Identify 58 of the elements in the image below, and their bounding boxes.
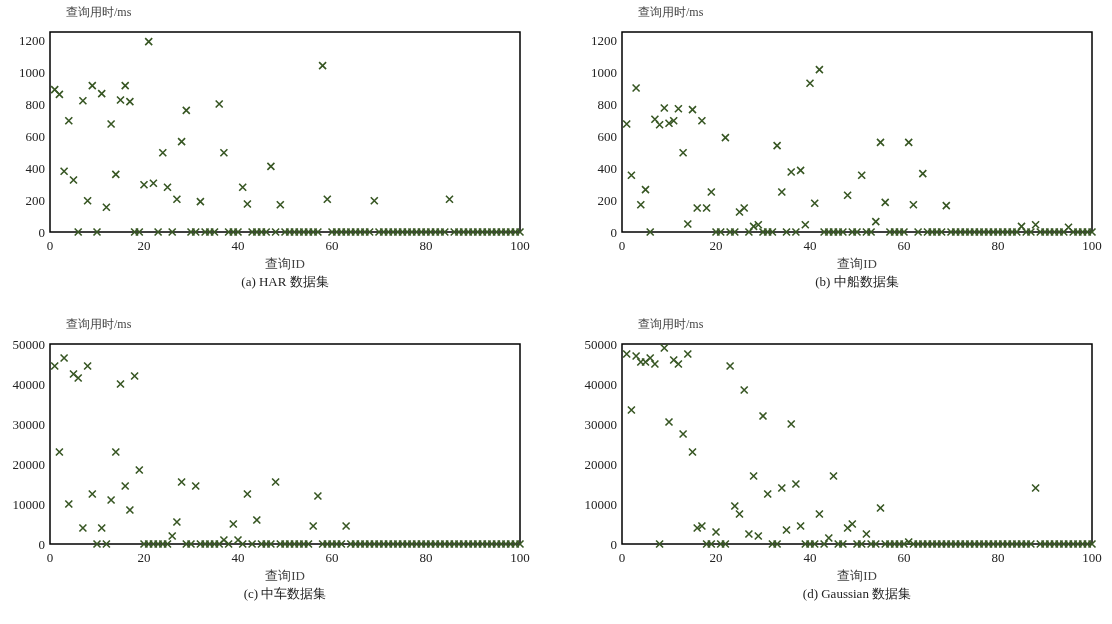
x-tick-label: 80 bbox=[991, 550, 1005, 565]
y-tick-label: 1200 bbox=[591, 32, 617, 48]
y-axis-title: 查询用时/ms bbox=[66, 317, 132, 331]
y-tick-label: 0 bbox=[38, 536, 45, 552]
y-tick-label: 0 bbox=[38, 224, 45, 240]
x-axis-title: 查询ID bbox=[265, 568, 305, 583]
x-tick-label: 100 bbox=[1082, 238, 1102, 253]
y-tick-label: 800 bbox=[597, 96, 617, 112]
x-axis-title: 查询ID bbox=[837, 568, 877, 583]
y-tick-label: 40000 bbox=[584, 376, 617, 392]
x-tick-label: 60 bbox=[897, 550, 911, 565]
x-tick-label: 40 bbox=[231, 238, 245, 253]
y-tick-label: 1000 bbox=[19, 64, 45, 80]
y-tick-label: 30000 bbox=[12, 416, 45, 432]
y-axis-title: 查询用时/ms bbox=[66, 5, 132, 19]
y-tick-label: 30000 bbox=[584, 416, 617, 432]
y-tick-label: 50000 bbox=[12, 336, 45, 352]
x-tick-label: 60 bbox=[325, 238, 339, 253]
text: (b) 中船数据集 bbox=[815, 274, 899, 289]
x-tick-label: 80 bbox=[991, 238, 1005, 253]
x-tick-label: 60 bbox=[897, 238, 911, 253]
x-tick-label: 80 bbox=[419, 238, 433, 253]
y-tick-label: 20000 bbox=[584, 456, 617, 472]
text: (d) Gaussian 数据集 bbox=[802, 586, 912, 601]
y-tick-label: 400 bbox=[597, 160, 617, 176]
y-axis-title: 查询用时/ms bbox=[638, 317, 704, 331]
x-axis-title: 查询ID bbox=[265, 256, 305, 271]
y-tick-label: 600 bbox=[25, 128, 45, 144]
x-axis-title: 查询ID bbox=[837, 256, 877, 271]
y-axis-title: 查询用时/ms bbox=[638, 5, 704, 19]
x-tick-label: 20 bbox=[137, 238, 151, 253]
y-tick-label: 10000 bbox=[584, 496, 617, 512]
y-tick-label: 10000 bbox=[12, 496, 45, 512]
x-tick-label: 20 bbox=[709, 550, 723, 565]
x-tick-label: 100 bbox=[1082, 550, 1102, 565]
y-tick-label: 40000 bbox=[12, 376, 45, 392]
y-tick-label: 0 bbox=[610, 224, 617, 240]
y-tick-label: 600 bbox=[597, 128, 617, 144]
x-tick-label: 20 bbox=[137, 550, 151, 565]
text: (a) HAR 数据集 bbox=[241, 274, 329, 289]
y-tick-label: 20000 bbox=[12, 456, 45, 472]
y-tick-label: 50000 bbox=[584, 336, 617, 352]
x-tick-label: 40 bbox=[803, 550, 817, 565]
y-tick-label: 1000 bbox=[591, 64, 617, 80]
x-tick-label: 40 bbox=[231, 550, 245, 565]
x-tick-label: 100 bbox=[510, 238, 530, 253]
x-tick-label: 100 bbox=[510, 550, 530, 565]
x-tick-label: 20 bbox=[709, 238, 723, 253]
x-tick-label: 80 bbox=[419, 550, 433, 565]
y-tick-label: 400 bbox=[25, 160, 45, 176]
y-tick-label: 200 bbox=[25, 192, 45, 208]
y-tick-label: 0 bbox=[610, 536, 617, 552]
y-tick-label: 800 bbox=[25, 96, 45, 112]
x-tick-label: 40 bbox=[803, 238, 817, 253]
y-tick-label: 1200 bbox=[19, 32, 45, 48]
x-tick-label: 60 bbox=[325, 550, 339, 565]
y-tick-label: 200 bbox=[597, 192, 617, 208]
text: (c) 中车数据集 bbox=[243, 586, 327, 601]
